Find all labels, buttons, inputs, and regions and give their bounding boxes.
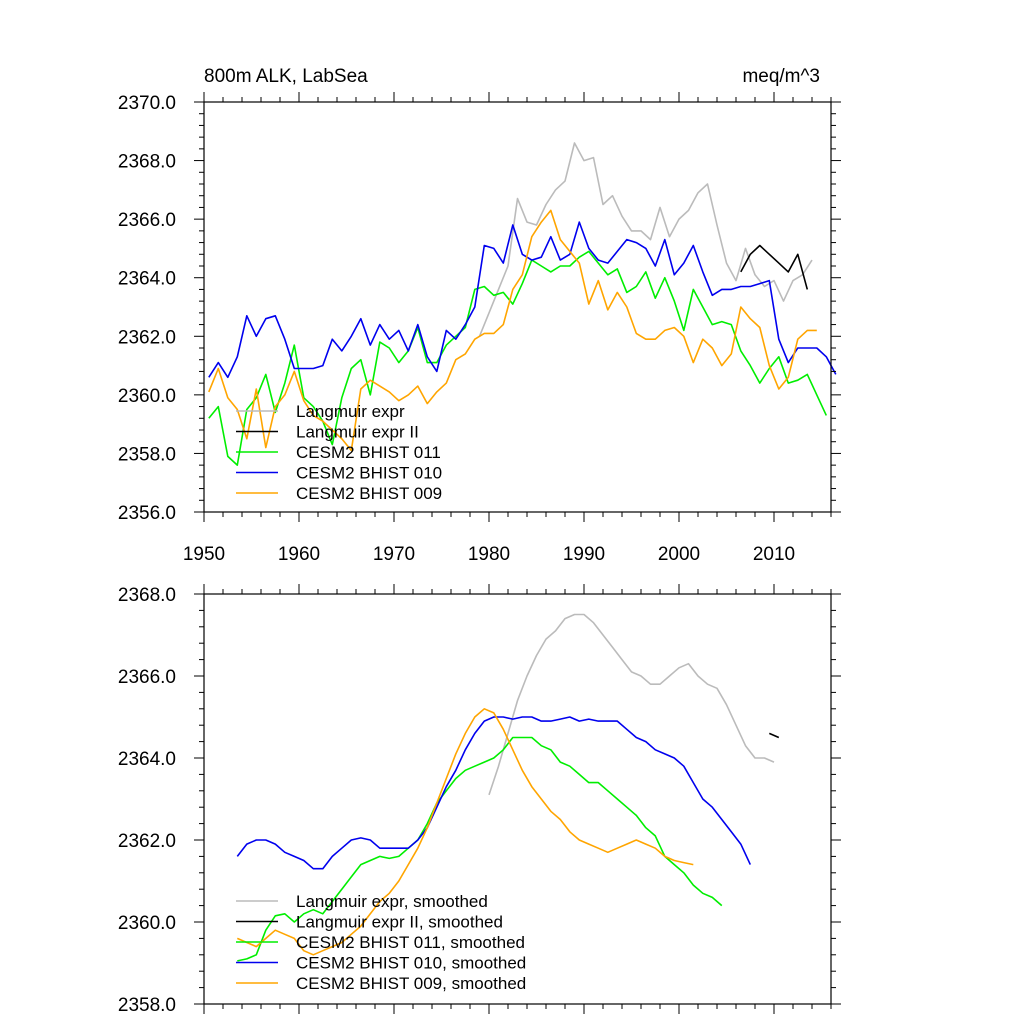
x-tick-label: 1990 (563, 544, 605, 565)
series-line-1 (740, 244, 809, 290)
series-line-0 (478, 142, 813, 337)
series-line-3 (208, 221, 837, 379)
bottom-panel-legend: Langmuir expr, smoothed Langmuir expr II,… (236, 892, 526, 993)
x-tick-label: 2000 (658, 544, 700, 565)
series-line-4 (208, 209, 817, 452)
legend-label-4: CESM2 BHIST 009, smoothed (296, 974, 526, 993)
legend-label-1: Langmuir expr II, smoothed (296, 913, 503, 932)
series-line-2 (237, 736, 723, 962)
bottom-panel-plot-frame (203, 593, 832, 1005)
y-tick-label: 2366.0 (118, 210, 176, 231)
series-line-1 (768, 732, 780, 739)
top-panel-series (208, 142, 837, 466)
top-panel-units: meq/m^3 (742, 66, 820, 87)
legend-label-0: Langmuir expr, smoothed (296, 892, 488, 911)
series-line-0 (488, 613, 775, 796)
x-tick-label: 1970 (373, 544, 415, 565)
legend-label-3: CESM2 BHIST 010 (296, 464, 442, 483)
top-panel-plot-frame (203, 101, 832, 513)
legend-label-3: CESM2 BHIST 010, smoothed (296, 954, 526, 973)
x-tick-label: 1960 (278, 544, 320, 565)
y-tick-label: 2368.0 (118, 152, 176, 173)
legend-label-4: CESM2 BHIST 009 (296, 484, 442, 503)
y-tick-label: 2358.0 (118, 995, 176, 1016)
legend-label-2: CESM2 BHIST 011, smoothed (296, 933, 525, 952)
top-panel-title: 800m ALK, LabSea (204, 66, 368, 87)
x-tick-label: 1950 (183, 544, 225, 565)
top-panel-ticks: 1950 1960 1970 1980 1990 2000 2010 2356.0 2358.0… (118, 92, 841, 565)
y-tick-label: 2364.0 (118, 269, 176, 290)
legend-label-0: Langmuir expr (296, 402, 405, 421)
series-line-3 (236, 716, 752, 870)
bottom-panel-series (236, 613, 780, 962)
y-tick-label: 2356.0 (118, 503, 176, 524)
bottom-panel: 2358.0 2360.0 2362.0 2364.0 2366.0 2368.0 Lan… (118, 584, 841, 1016)
y-tick-label: 2362.0 (118, 831, 176, 852)
top-panel: 800m ALK, LabSea meq/m^3 1950 1960 1970 198… (118, 66, 841, 565)
y-tick-label: 2366.0 (118, 667, 176, 688)
y-tick-label: 2368.0 (118, 585, 176, 606)
series-line-4 (236, 707, 694, 956)
y-tick-label: 2358.0 (118, 444, 176, 465)
y-tick-label: 2370.0 (118, 93, 176, 114)
y-tick-label: 2364.0 (118, 749, 176, 770)
x-tick-label: 1980 (468, 544, 510, 565)
y-tick-label: 2360.0 (118, 386, 176, 407)
y-tick-label: 2360.0 (118, 913, 176, 934)
series-line-2 (208, 250, 828, 466)
bottom-panel-ticks: 2358.0 2360.0 2362.0 2364.0 2366.0 2368.0 (118, 584, 841, 1016)
legend-label-2: CESM2 BHIST 011 (296, 443, 441, 462)
legend-label-1: Langmuir expr II (296, 423, 419, 442)
x-tick-label: 2010 (753, 544, 795, 565)
y-tick-label: 2362.0 (118, 327, 176, 348)
